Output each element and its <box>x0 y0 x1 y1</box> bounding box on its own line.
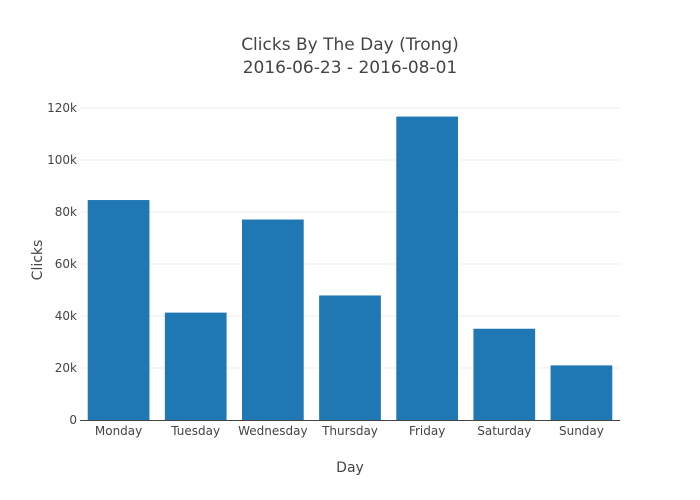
y-tick-label: 100k <box>47 153 77 167</box>
y-tick-labels: 0 20k 40k 60k 80k 100k 120k <box>47 101 77 427</box>
x-tick-label: Wednesday <box>238 424 307 438</box>
bars <box>87 116 613 420</box>
x-tick-labels: Monday Tuesday Wednesday Thursday Friday Satu… <box>95 424 604 438</box>
bar-monday[interactable] <box>87 200 150 420</box>
x-tick-label: Saturday <box>477 424 531 438</box>
x-tick-label: Monday <box>95 424 142 438</box>
bar-thursday[interactable] <box>319 295 381 420</box>
y-tick-label: 0 <box>69 413 77 427</box>
y-tick-label: 20k <box>55 361 77 375</box>
x-axis-title: Day <box>336 460 364 476</box>
bar-saturday[interactable] <box>473 328 536 420</box>
x-tick-label: Tuesday <box>170 424 220 438</box>
bar-sunday[interactable] <box>550 365 613 420</box>
chart-title: Clicks By The Day (Trong) <box>241 35 459 55</box>
y-tick-label: 40k <box>55 309 77 323</box>
x-tick-label: Friday <box>409 424 445 438</box>
y-tick-label: 80k <box>55 205 77 219</box>
y-tick-label: 60k <box>55 257 77 271</box>
bar-tuesday[interactable] <box>164 312 227 420</box>
chart-subtitle: 2016-06-23 - 2016-08-01 <box>243 58 458 78</box>
bar-wednesday[interactable] <box>242 219 304 420</box>
bar-friday[interactable] <box>396 116 458 420</box>
x-tick-label: Thursday <box>321 424 378 438</box>
y-axis-title: Clicks <box>30 240 46 281</box>
y-tick-label: 120k <box>47 101 77 115</box>
x-tick-label: Sunday <box>559 424 604 438</box>
